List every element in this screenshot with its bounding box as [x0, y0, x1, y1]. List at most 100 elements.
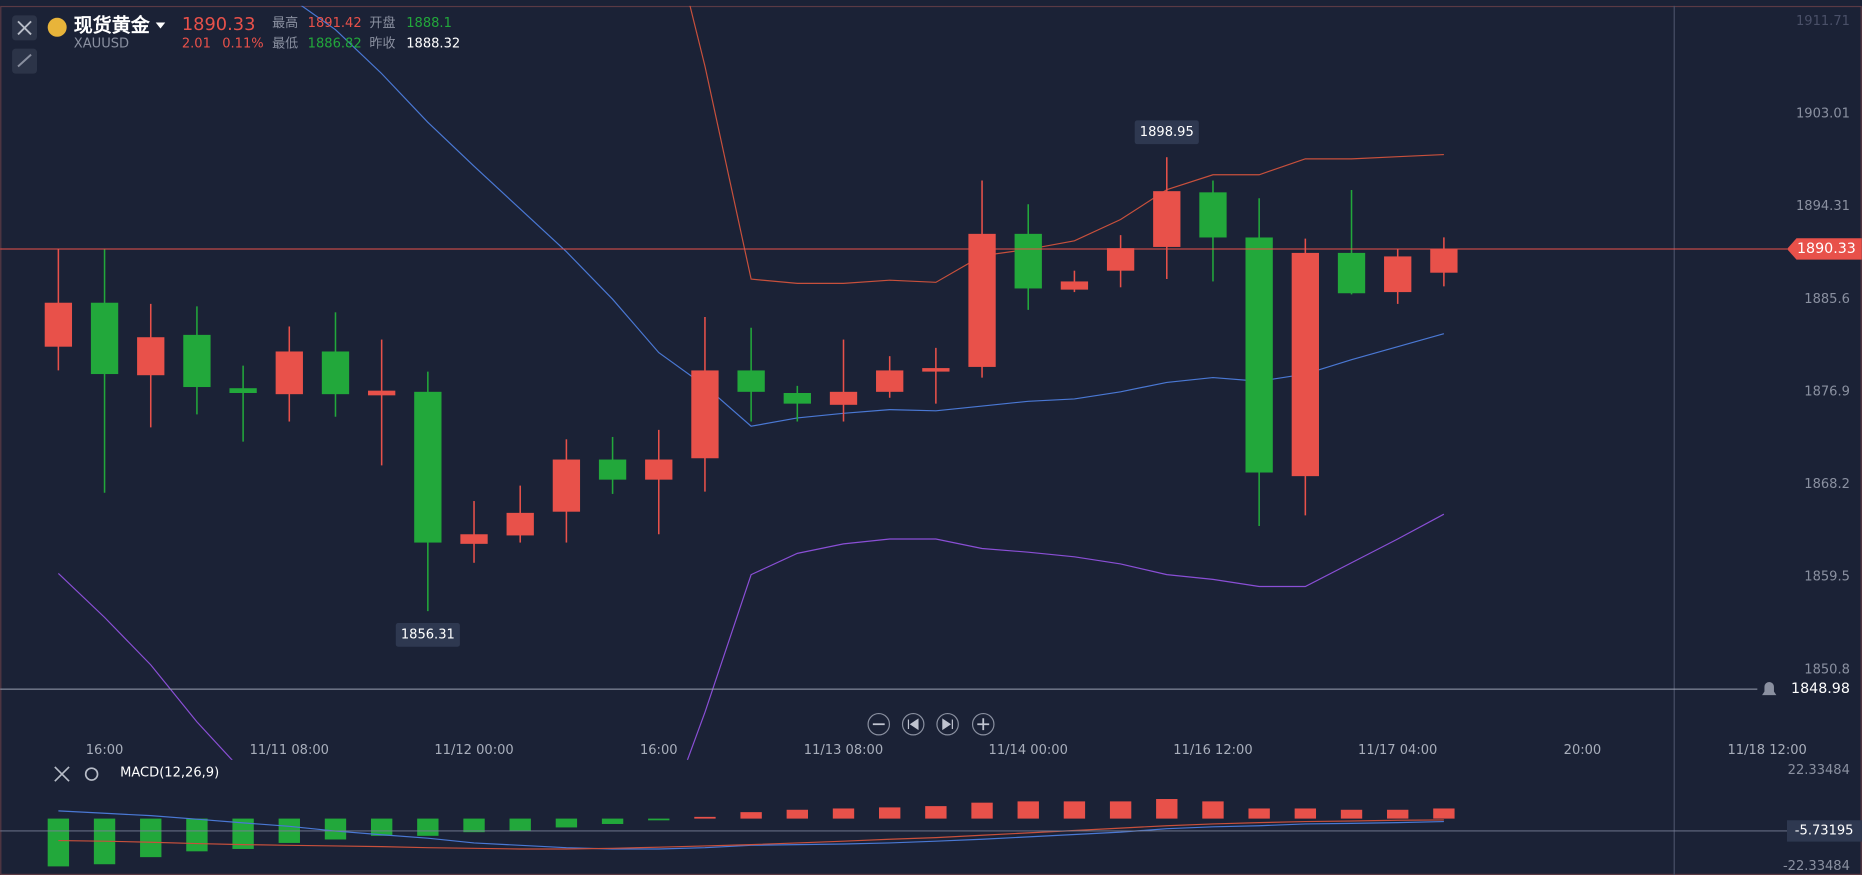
candle-body	[1060, 281, 1089, 290]
macd-bar	[601, 818, 624, 824]
y-tick-label: 1859.5	[1804, 570, 1850, 585]
tool-icon	[17, 53, 32, 68]
extreme-label: 1856.31	[401, 627, 455, 642]
symbol: XAUUSD	[74, 36, 129, 51]
y-tick-label: 1911.71	[1796, 14, 1850, 29]
macd-bar	[324, 818, 347, 840]
macd-bar	[47, 818, 70, 867]
alert-label: 1848.98	[1791, 681, 1850, 697]
x-tick-label: 16:00	[86, 743, 124, 758]
indicator-line	[58, 810, 1444, 850]
macd-bar	[1340, 809, 1363, 819]
candle-body	[368, 390, 396, 396]
indicator-line	[689, 5, 1444, 284]
low-value: 1886.82	[308, 36, 362, 51]
candle-body	[1245, 237, 1273, 473]
gold-icon	[47, 17, 67, 37]
macd-bar	[1202, 801, 1224, 819]
last-price-axis-label: 1890.33	[1797, 241, 1856, 257]
candle-body	[876, 370, 904, 392]
candle-body	[183, 334, 211, 388]
macd-bar	[1433, 808, 1455, 819]
candle-body	[922, 368, 950, 372]
y-tick-label: 1885.6	[1804, 292, 1850, 307]
candle-body	[691, 370, 719, 459]
change-percent: 0.11%	[222, 36, 263, 51]
scroll-start[interactable]	[901, 712, 925, 736]
price-pane: 1890.33 1848.98 1911.71 1903.01 1894.31 1885.…	[0, 5, 1862, 760]
y-tick-label: 1894.31	[1796, 199, 1850, 214]
macd-bar	[648, 818, 670, 821]
x-tick-label: 11/12 00:00	[434, 743, 513, 758]
macd-bar	[1063, 801, 1086, 819]
candle-body	[229, 388, 257, 393]
y-tick-label: 1903.01	[1796, 106, 1850, 121]
close-icon	[17, 20, 32, 36]
candle-body	[321, 351, 350, 395]
x-tick-label: 11/18 12:00	[1727, 743, 1806, 758]
macd-bar	[925, 806, 947, 819]
candle-body	[598, 459, 627, 480]
prev-close-label: 昨收	[369, 36, 395, 51]
macd-close[interactable]	[54, 766, 70, 782]
macd-pane: 22.33484 -22.33484 -5.73195	[0, 763, 1862, 874]
macd-bar	[232, 818, 254, 849]
macd-settings[interactable]	[84, 767, 99, 781]
x-tick-label: 16:00	[640, 743, 678, 758]
last-price-tag	[1787, 238, 1862, 260]
macd-bar	[971, 802, 993, 819]
macd-bar	[1248, 808, 1270, 819]
zoom-out[interactable]	[867, 712, 891, 736]
candle-body	[506, 512, 534, 536]
candle-body	[275, 351, 303, 395]
y-tick-label: 1876.9	[1804, 384, 1850, 399]
macd-bar	[1109, 801, 1132, 819]
candle-body	[44, 302, 73, 347]
candle-body	[552, 459, 581, 512]
x-tick-label: 11/16 12:00	[1173, 743, 1252, 758]
high-label: 最高	[272, 15, 298, 31]
candle-body	[460, 534, 488, 544]
macd-bar	[370, 818, 393, 836]
dropdown-arrow[interactable]	[155, 22, 166, 29]
open-label: 开盘	[369, 15, 395, 31]
macd-title: MACD(12,26,9)	[120, 765, 219, 780]
plot-area	[44, 5, 1458, 760]
macd-bar	[694, 816, 716, 819]
candle-body	[1384, 256, 1412, 293]
extreme-label: 1898.95	[1140, 125, 1194, 140]
alert-bell	[1762, 682, 1777, 696]
macd-bar	[786, 809, 809, 819]
macd-bar	[186, 818, 208, 852]
candle-body	[1199, 192, 1227, 238]
macd-bar	[509, 818, 531, 832]
candle-body	[1291, 252, 1319, 477]
macd-bar	[740, 812, 762, 819]
macd-bar	[1294, 808, 1317, 819]
candle-body	[829, 391, 858, 405]
macd-bar	[417, 818, 439, 836]
macd-bar	[555, 818, 578, 828]
macd-bar	[1387, 809, 1409, 819]
candle-body	[90, 302, 119, 375]
zoom-in[interactable]	[971, 712, 995, 736]
candle-body	[1153, 191, 1181, 247]
crosshair-label: -5.73195	[1795, 823, 1854, 838]
x-tick-label: 11/11 08:00	[250, 743, 329, 758]
change: 2.01	[182, 36, 211, 51]
y-tick-label: 1868.2	[1804, 477, 1850, 492]
candle-body	[1106, 248, 1135, 271]
extreme-tag	[395, 622, 460, 647]
scroll-end[interactable]	[936, 712, 959, 736]
open-value: 1888.1	[406, 16, 452, 31]
prev-close-value: 1888.32	[406, 36, 460, 51]
macd-bar	[1017, 801, 1039, 819]
macd-bar	[832, 808, 855, 819]
candle-body	[1014, 233, 1042, 289]
candle-body	[414, 391, 442, 543]
x-tick-label: 11/14 00:00	[989, 743, 1068, 758]
candle-body	[1430, 248, 1458, 273]
low-label: 最低	[272, 36, 298, 51]
y-tick-label: 1850.8	[1804, 662, 1850, 677]
